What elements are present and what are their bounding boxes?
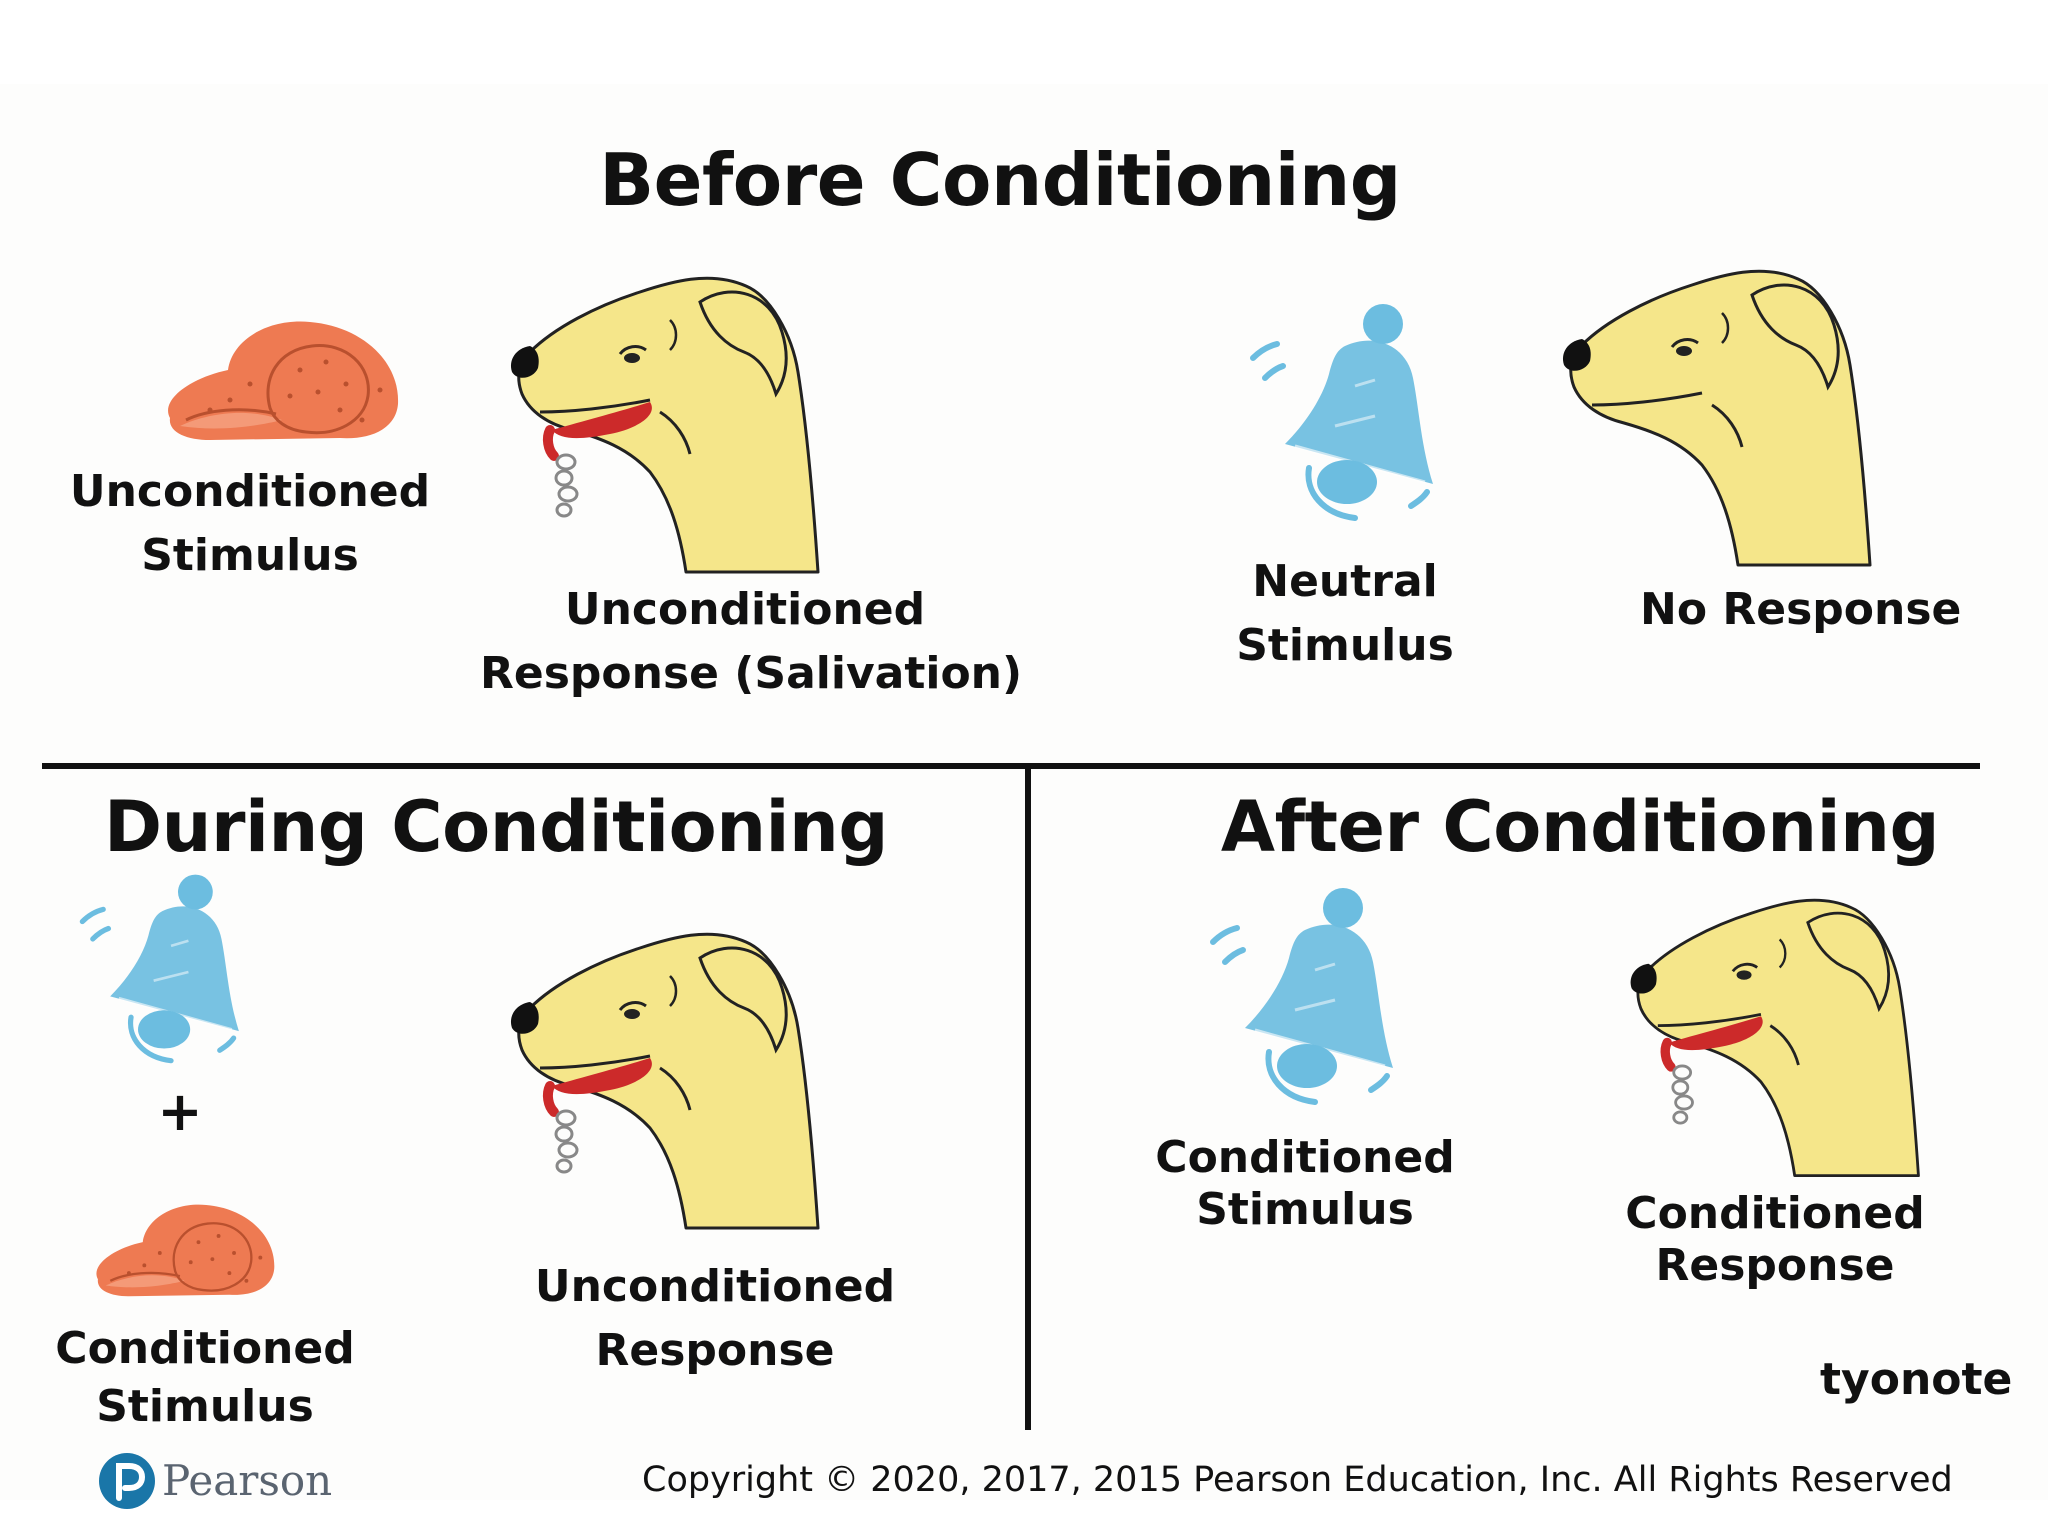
after-conditioning-title: After Conditioning xyxy=(1220,786,1940,868)
during-dog-label: Unconditioned Response xyxy=(534,1261,896,1376)
food-icon xyxy=(78,1188,288,1304)
horizontal-divider xyxy=(42,763,1980,769)
salivating-dog-icon xyxy=(1620,885,1930,1185)
after-bell-label: Conditioned Stimulus xyxy=(1155,1132,1455,1235)
vertical-divider xyxy=(1025,768,1031,1430)
pearson-brand-text: Pearson xyxy=(162,1456,333,1505)
before-no-response-label: No Response xyxy=(1640,584,1962,635)
bell-icon xyxy=(58,862,258,1082)
watermark: tyonote xyxy=(1820,1354,2013,1405)
bell-icon xyxy=(1185,880,1415,1120)
during-food-label: Conditioned Stimulus xyxy=(55,1323,355,1432)
bell-icon xyxy=(1225,296,1455,536)
before-conditioning-title: Before Conditioning xyxy=(599,138,1401,222)
during-conditioning-title: During Conditioning xyxy=(104,786,888,868)
food-icon xyxy=(150,300,410,450)
salivating-dog-icon xyxy=(500,918,830,1238)
salivating-dog-icon xyxy=(500,262,830,582)
copyright-text: Copyright © 2020, 2017, 2015 Pearson Edu… xyxy=(642,1460,1953,1500)
dog-no-response-icon xyxy=(1552,255,1882,575)
pearson-logo-icon xyxy=(98,1452,156,1510)
plus-sign: + xyxy=(157,1080,203,1143)
after-dog-label: Conditioned Response xyxy=(1625,1188,1925,1291)
before-bell-label: Neutral Stimulus xyxy=(1236,556,1454,671)
before-food-label: Unconditioned Stimulus xyxy=(69,466,431,581)
before-dog-label: Unconditioned Response (Salivation) xyxy=(480,584,1023,699)
